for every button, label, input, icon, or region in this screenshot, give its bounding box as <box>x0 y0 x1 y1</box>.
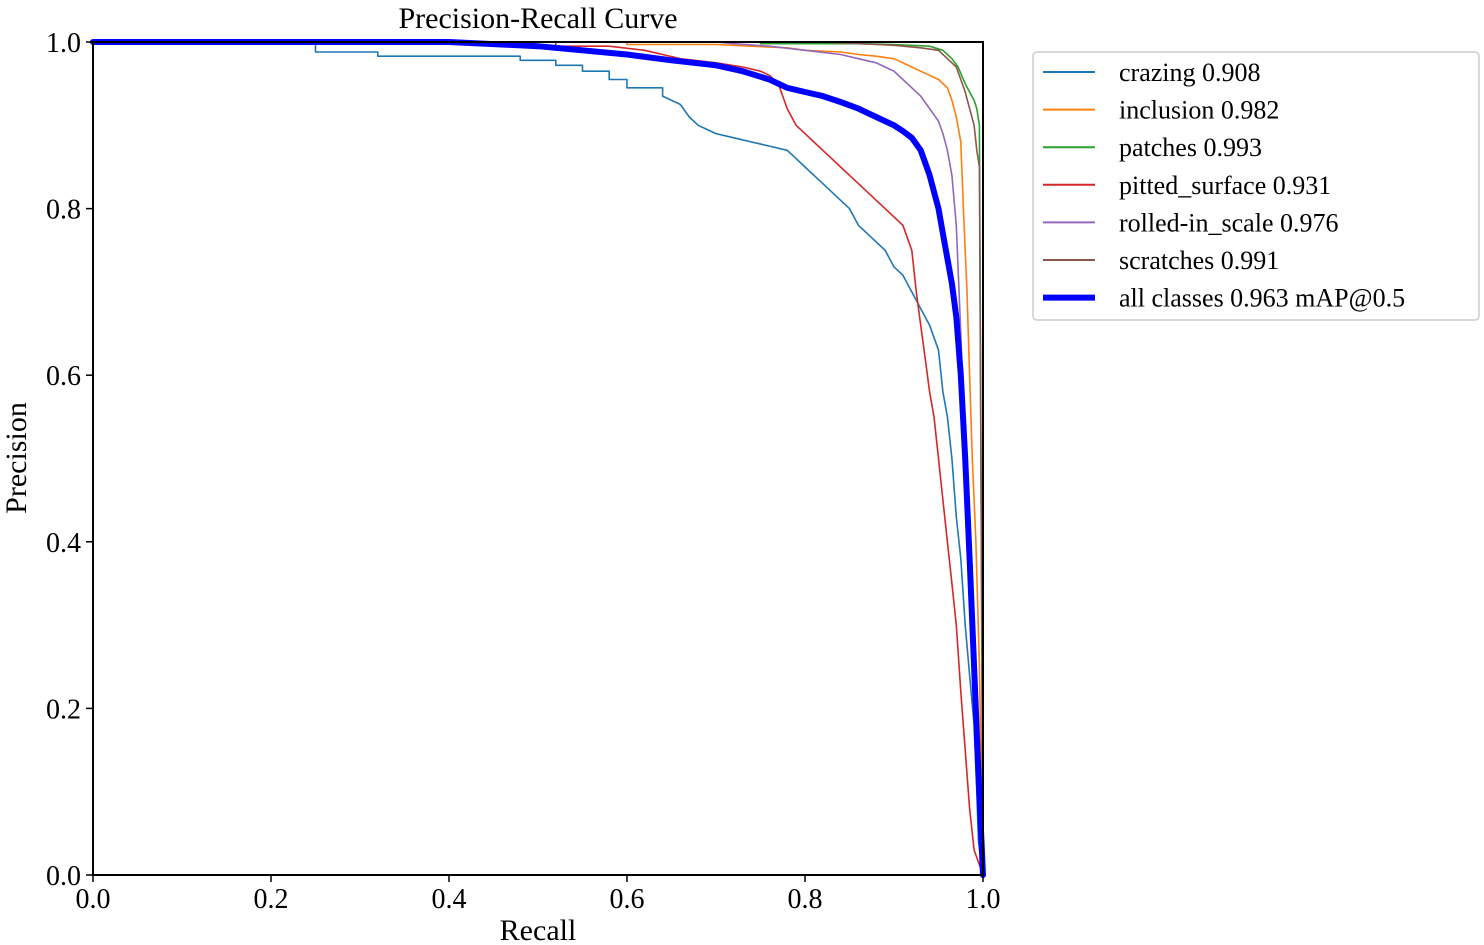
y-tick-label: 1.0 <box>46 28 81 59</box>
legend-items: crazing 0.908 inclusion 0.982 patches 0.99… <box>1043 58 1405 313</box>
series-layer <box>90 39 986 878</box>
x-tick-label: 0.8 <box>788 884 823 915</box>
legend-label-scratches: scratches 0.991 <box>1119 246 1279 275</box>
plot-area <box>93 42 983 875</box>
y-tick-label: 0.2 <box>46 694 81 725</box>
legend-frame <box>1032 51 1480 321</box>
series-line-crazing <box>92 41 984 876</box>
legend-label-inclusion: inclusion 0.982 <box>1119 96 1279 125</box>
x-tick-label: 0.6 <box>610 884 645 915</box>
x-tick-label: 0.4 <box>432 884 467 915</box>
series-line-all <box>90 39 986 878</box>
y-tick-label: 0.6 <box>46 361 81 392</box>
legend-label-pitted-surface: pitted_surface 0.931 <box>1119 171 1331 200</box>
legend: crazing 0.908 inclusion 0.982 patches 0.99… <box>1032 51 1480 321</box>
series-line-patches <box>92 41 984 876</box>
series-line-inclusion <box>92 41 984 876</box>
x-axis-ticks: 0.0 0.2 0.4 0.6 0.8 1.0 <box>76 875 1001 915</box>
legend-label-crazing: crazing 0.908 <box>1119 58 1261 87</box>
x-tick-label: 1.0 <box>966 884 1001 915</box>
y-axis-label: Precision <box>0 402 33 514</box>
x-axis-label: Recall <box>500 914 577 945</box>
series-line-scratches <box>92 41 984 876</box>
y-tick-label: 0.8 <box>46 195 81 226</box>
y-tick-label: 0.0 <box>46 861 81 892</box>
y-tick-label: 0.4 <box>46 528 81 559</box>
legend-label-all: all classes 0.963 mAP@0.5 <box>1119 284 1405 313</box>
legend-label-rolled-in-scale: rolled-in_scale 0.976 <box>1119 208 1339 237</box>
legend-label-patches: patches 0.993 <box>1119 133 1262 162</box>
x-tick-label: 0.0 <box>76 884 111 915</box>
y-axis-ticks: 0.0 0.2 0.4 0.6 0.8 1.0 <box>46 28 93 892</box>
plot-frame <box>92 41 984 876</box>
chart-title: Precision-Recall Curve <box>398 2 677 35</box>
x-tick-label: 0.2 <box>254 884 289 915</box>
